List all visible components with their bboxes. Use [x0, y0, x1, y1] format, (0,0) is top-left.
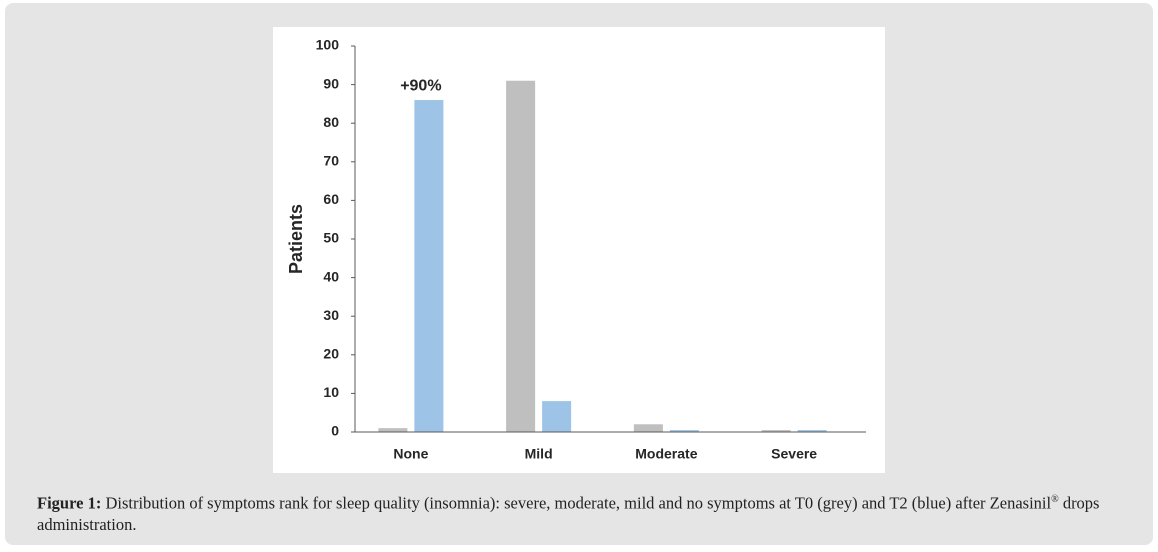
y-tick-label: 60 — [323, 191, 339, 207]
chart: Patients 0 10 20 30 40 50 60 70 80 90 100 None Mild M… — [273, 27, 885, 473]
x-tick-label: None — [393, 446, 428, 462]
bar — [669, 430, 699, 432]
bar — [761, 430, 791, 432]
y-tick-label: 50 — [323, 230, 339, 246]
caption-text-after: drops administration. — [37, 493, 1100, 534]
y-tick-label: 40 — [323, 268, 339, 284]
y-tick-label: 10 — [323, 384, 339, 400]
annotation: +90% — [400, 77, 441, 94]
bar — [414, 100, 444, 432]
y-tick-label: 30 — [323, 307, 339, 323]
chart-background — [273, 27, 885, 473]
bar — [542, 401, 572, 432]
x-tick-label: Moderate — [635, 446, 697, 462]
bar — [378, 428, 408, 432]
bar — [797, 430, 827, 432]
y-tick-label: 90 — [323, 75, 339, 91]
caption: Figure 1: Distribution of symptoms rank … — [37, 489, 1127, 535]
y-axis-label: Patients — [286, 204, 306, 274]
caption-superscript: ® — [1051, 494, 1059, 505]
bar — [506, 80, 536, 433]
y-tick-label: 70 — [323, 153, 339, 169]
y-tick-label: 100 — [316, 37, 340, 53]
caption-text: Distribution of symptoms rank for sleep … — [105, 493, 1052, 513]
x-tick-label: Severe — [771, 446, 817, 462]
x-tick-label: Mild — [525, 446, 553, 462]
y-tick-label: 20 — [323, 346, 339, 362]
y-tick-label: 80 — [323, 114, 339, 130]
y-tick-label: 0 — [331, 423, 339, 439]
bar — [633, 424, 663, 432]
caption-label: Figure 1: — [37, 493, 102, 513]
